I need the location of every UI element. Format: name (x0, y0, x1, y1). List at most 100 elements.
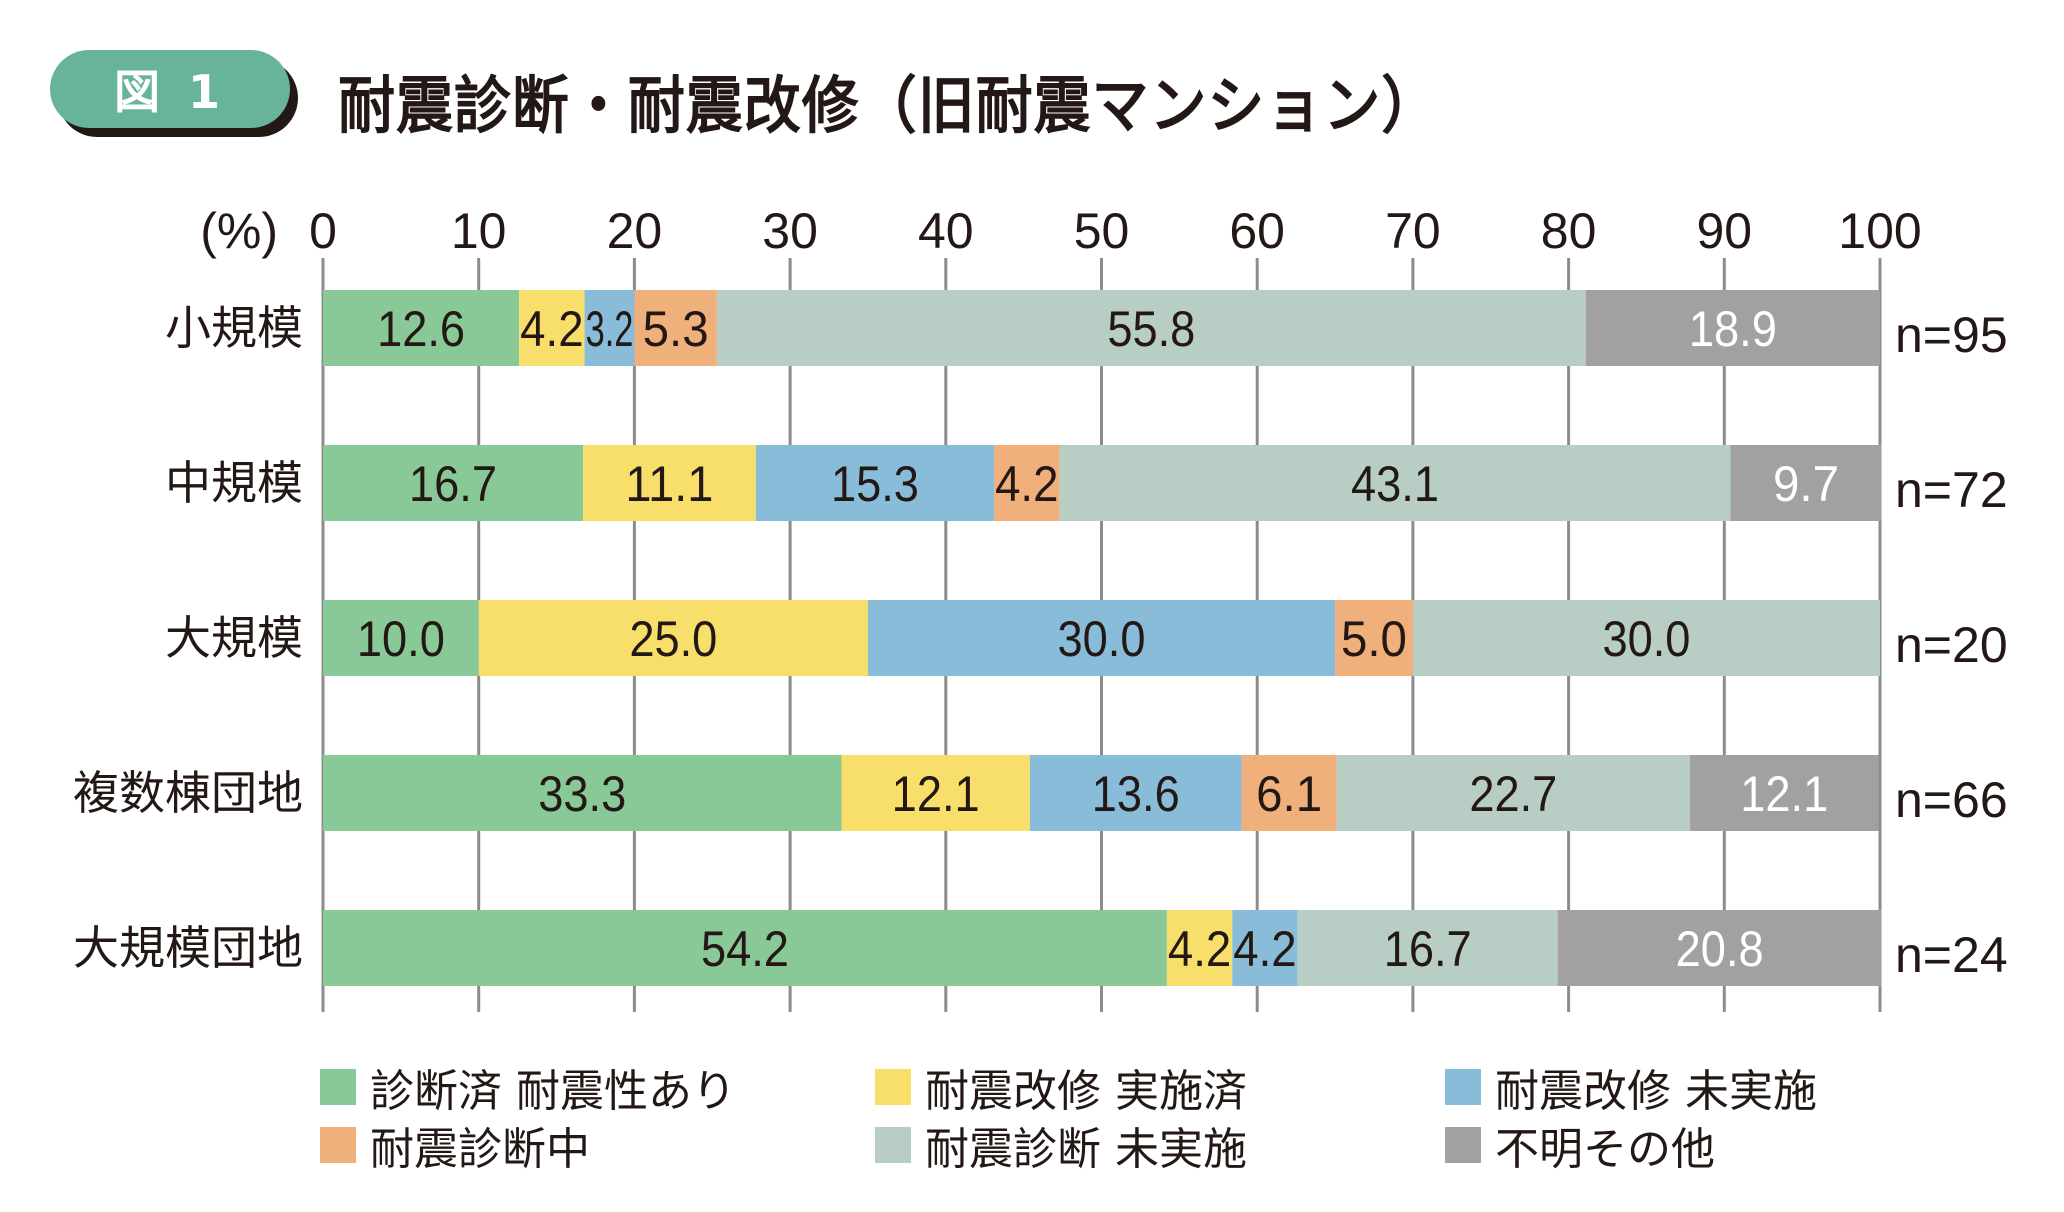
legend-item: 診断済 耐震性あり (320, 1055, 736, 1119)
bar-value-label: 11.1 (625, 456, 713, 512)
bar-segment (867, 600, 1336, 676)
category-label: 大規模団地 (73, 921, 303, 975)
x-tick-label-100: 100 (1838, 203, 1921, 259)
legend-item: 耐震診断中 (320, 1113, 590, 1177)
bar-segment (323, 910, 1167, 986)
bar-value-label: 10.0 (357, 611, 445, 667)
legend-label: 耐震診断 未実施 (925, 1124, 1247, 1175)
bars: 12.6 4.2 3.2 5.3 55.8 18.916.7 11.1 15.3 4.2 43.1… (323, 290, 1882, 986)
legend-item: 耐震改修 実施済 (875, 1055, 1247, 1119)
bar-segment (1557, 910, 1882, 986)
legend-swatch (1445, 1127, 1481, 1163)
figure-badge: 図 1 (50, 50, 298, 137)
legend-label: 診断済 耐震性あり (370, 1066, 736, 1117)
bar-row-0: 12.6 4.2 3.2 5.3 55.8 18.9 (323, 290, 1880, 366)
sample-size-label: n=72 (1895, 462, 2008, 518)
bar-value-label: 30.0 (1602, 611, 1690, 667)
sample-size-label: n=95 (1895, 307, 2008, 363)
legend-swatch (875, 1069, 911, 1105)
bar-row-2: 10.0 25.0 30.0 5.0 30.0 (323, 600, 1880, 676)
bar-segment (519, 290, 585, 366)
bar-value-label: 4.2 (520, 301, 583, 357)
legend-item: 耐震改修 未実施 (1445, 1055, 1817, 1119)
legend-swatch (875, 1127, 911, 1163)
x-tick-label-50: 50 (1074, 203, 1130, 259)
bar-segment (755, 445, 995, 521)
chart-title: 耐震診断・耐震改修（旧耐震マンション） (338, 69, 1440, 142)
x-tick-label-80: 80 (1541, 203, 1597, 259)
x-tick-label-30: 30 (762, 203, 818, 259)
x-tick-labels: 0 10 20 30 40 50 60 70 80 90 100 (%) (200, 203, 1921, 259)
bar-value-label: 16.7 (1384, 921, 1472, 977)
legend-label: 耐震改修 実施済 (925, 1066, 1247, 1117)
x-tick-label-60: 60 (1229, 203, 1285, 259)
bar-segment (841, 755, 1030, 831)
bar-segment (716, 290, 1586, 366)
legend-label: 耐震改修 未実施 (1495, 1066, 1817, 1117)
bar-segment (1412, 600, 1880, 676)
category-label: 複数棟団地 (73, 766, 303, 820)
category-label: 大規模 (165, 611, 303, 665)
bar-segment (1241, 755, 1337, 831)
bar-segment (1335, 600, 1413, 676)
x-tick-label-20: 20 (607, 203, 663, 259)
x-tick-label-90: 90 (1696, 203, 1752, 259)
bar-value-label: 4.2 (995, 456, 1058, 512)
bar-segment (583, 445, 756, 521)
bar-segment (323, 755, 842, 831)
bar-segment (323, 600, 479, 676)
bar-row-1: 16.7 11.1 15.3 4.2 43.1 9.7 (323, 445, 1882, 521)
category-label: 中規模 (165, 456, 303, 510)
bar-value-label: 13.6 (1092, 766, 1180, 822)
bar-segment (1029, 755, 1242, 831)
bar-value-label: 4.2 (1168, 921, 1231, 977)
bar-value-label: 12.1 (892, 766, 980, 822)
bar-value-label: 12.6 (377, 301, 465, 357)
bar-value-label: 9.7 (1773, 456, 1839, 512)
legend-swatch (320, 1127, 356, 1163)
bar-segment (584, 290, 635, 366)
bar-value-label: 30.0 (1058, 611, 1146, 667)
bar-value-label: 15.3 (831, 456, 919, 512)
legend-label: 不明その他 (1495, 1124, 1715, 1175)
bar-row-4: 54.2 4.2 4.2 16.7 20.8 (323, 910, 1882, 986)
category-label: 小規模 (165, 301, 303, 355)
bar-segment (323, 445, 584, 521)
unit-label: (%) (200, 203, 278, 259)
bar-value-label: 18.9 (1689, 301, 1777, 357)
bar-value-label: 3.2 (586, 301, 634, 357)
sample-size-label: n=66 (1895, 772, 2008, 828)
bar-value-label: 20.8 (1676, 921, 1764, 977)
x-tick-label-70: 70 (1385, 203, 1441, 259)
sample-size-label: n=20 (1895, 617, 2008, 673)
bar-segment (323, 290, 520, 366)
x-tick-label-40: 40 (918, 203, 974, 259)
bar-value-label: 12.1 (1740, 766, 1828, 822)
figure-badge-label: 図 1 (50, 50, 290, 128)
bar-value-label: 4.2 (1233, 921, 1296, 977)
bar-value-label: 5.0 (1341, 611, 1407, 667)
legend-item: 不明その他 (1445, 1113, 1715, 1177)
bar-segment (478, 600, 868, 676)
bar-value-label: 55.8 (1107, 301, 1195, 357)
x-tick-label-0: 0 (309, 203, 337, 259)
bar-segment (1336, 755, 1691, 831)
bar-value-label: 25.0 (629, 611, 717, 667)
sample-size-label: n=24 (1895, 927, 2008, 983)
bar-segment (1166, 910, 1233, 986)
bar-value-label: 33.3 (538, 766, 626, 822)
bar-value-label: 6.1 (1256, 766, 1322, 822)
bar-segment (1730, 445, 1882, 521)
legend-swatch (320, 1069, 356, 1105)
bar-segment (1690, 755, 1879, 831)
bar-segment (1059, 445, 1731, 521)
legend-label: 耐震診断中 (370, 1124, 590, 1175)
bar-value-label: 54.2 (701, 921, 789, 977)
bar-value-label: 16.7 (409, 456, 497, 512)
bar-value-label: 43.1 (1351, 456, 1439, 512)
bar-segment (1585, 290, 1880, 366)
bar-row-3: 33.3 12.1 13.6 6.1 22.7 12.1 (323, 755, 1879, 831)
bar-segment (1297, 910, 1558, 986)
